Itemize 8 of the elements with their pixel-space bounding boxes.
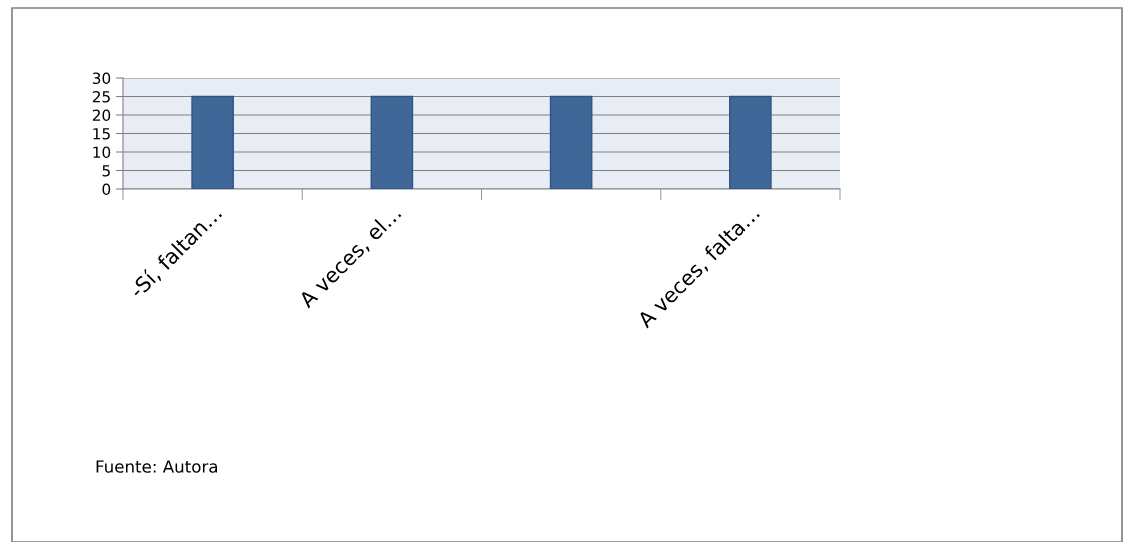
y-tick-label: 20 [92,109,111,122]
y-tick-label: 30 [92,72,111,85]
y-tick-label: 5 [102,165,110,177]
y-tick-label: 25 [92,90,110,103]
y-tick-label: 15 [93,128,110,140]
y-tick-label: 0 [102,183,111,196]
y-tick-label: 10 [93,146,111,159]
source-note: Fuente: Autora [96,460,217,473]
